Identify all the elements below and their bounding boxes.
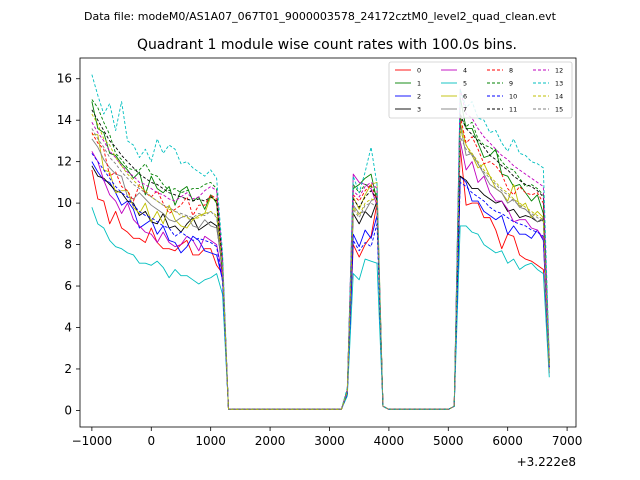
x-tick-label: 3000 (314, 434, 345, 448)
series-line-11 (91, 109, 550, 410)
suptitle: Data file: modeM0/AS1A07_067T01_90000035… (84, 10, 557, 23)
legend-label-6: 6 (463, 93, 467, 101)
legend-label-8: 8 (509, 67, 513, 75)
y-tick-label: 0 (64, 403, 72, 417)
legend-label-11: 11 (509, 106, 517, 114)
legend-label-13: 13 (555, 80, 563, 88)
y-tick-label: 6 (64, 279, 72, 293)
legend-label-1: 1 (417, 80, 421, 88)
plot-area: −1000 0 1000 2000 3000 4000 5000 6000 7000 0 2 4 6 8… (57, 57, 583, 448)
y-tick-label: 2 (64, 362, 72, 376)
y-tick-label: 4 (64, 320, 72, 334)
legend-label-7: 7 (463, 106, 467, 114)
y-tick-label: 10 (57, 196, 72, 210)
legend-label-4: 4 (463, 67, 467, 75)
legend-label-2: 2 (417, 93, 421, 101)
legend-label-10: 10 (509, 93, 517, 101)
x-offset-label: +3.222e8 (517, 455, 576, 469)
x-tick-label: 4000 (374, 434, 405, 448)
legend-label-9: 9 (509, 80, 513, 88)
legend-label-12: 12 (555, 67, 563, 75)
y-tick-label: 12 (57, 155, 72, 169)
y-tick-label: 16 (57, 72, 72, 86)
y-tick-label: 8 (64, 238, 72, 252)
legend-label-14: 14 (555, 93, 563, 101)
y-axis: 0 2 4 6 8 10 12 14 16 (57, 72, 80, 417)
x-tick-label: 0 (147, 434, 155, 448)
x-tick-label: 1000 (195, 434, 226, 448)
y-tick-label: 14 (57, 113, 72, 127)
series-line-15 (91, 128, 550, 410)
x-tick-label: −1000 (72, 434, 113, 448)
x-tick-label: 7000 (552, 434, 583, 448)
x-tick-label: 2000 (255, 434, 286, 448)
series-layer (91, 74, 550, 410)
chart-title: Quadrant 1 module wise count rates with … (137, 37, 517, 53)
legend-frame (388, 61, 573, 119)
x-tick-label: 6000 (492, 434, 523, 448)
legend-label-3: 3 (417, 106, 421, 114)
axes-frame (79, 57, 577, 428)
x-tick-label: 5000 (433, 434, 464, 448)
series-line-14 (91, 113, 550, 410)
legend-label-15: 15 (555, 106, 563, 114)
series-line-13 (91, 74, 550, 410)
x-axis: −1000 0 1000 2000 3000 4000 5000 6000 7000 (72, 427, 583, 448)
legend-label-0: 0 (417, 67, 421, 75)
legend-label-5: 5 (463, 80, 467, 88)
series-line-8 (91, 115, 550, 410)
